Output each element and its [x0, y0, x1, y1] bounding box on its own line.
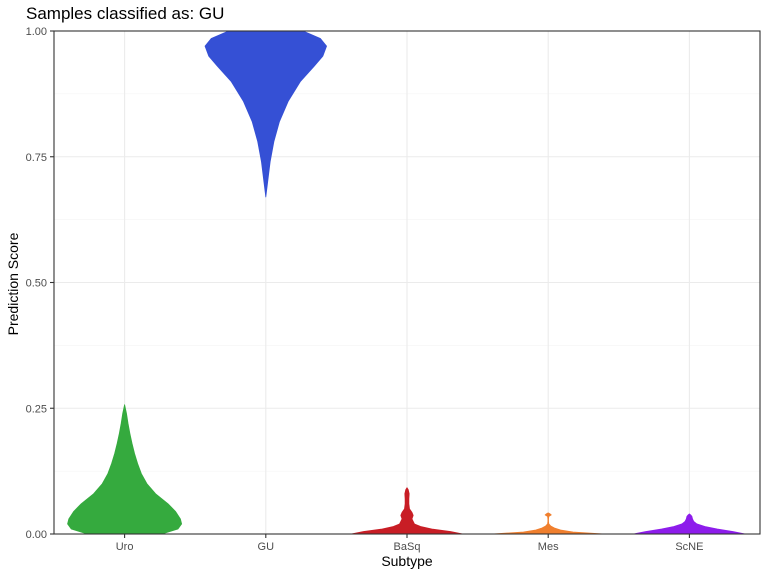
violin-basq: [350, 487, 464, 535]
y-tick-label: 0.25: [26, 403, 47, 415]
x-tick-label-scne: ScNE: [675, 541, 703, 553]
y-tick-label: 0.50: [26, 278, 47, 290]
y-axis-title: Prediction Score: [5, 232, 21, 335]
grid: [54, 30, 760, 535]
violin-gu: [204, 30, 327, 198]
x-axis-title: Subtype: [381, 553, 433, 569]
y-tick-label: 1.00: [26, 26, 47, 38]
y-tick-label: 0.00: [26, 529, 47, 541]
x-axis: Uro GU BaSq Mes ScNE: [116, 534, 703, 553]
x-tick-label-basq: BaSq: [394, 541, 421, 553]
x-tick-label-gu: GU: [258, 541, 275, 553]
chart-title: Samples classified as: GU: [26, 4, 224, 23]
y-axis: 0.00 0.25 0.50 0.75 1.00: [26, 26, 54, 541]
y-tick-label: 0.75: [26, 152, 47, 164]
violin-uro: [67, 404, 183, 535]
violin-mes: [492, 512, 605, 535]
x-tick-label-mes: Mes: [538, 541, 559, 553]
violin-scne: [633, 513, 746, 535]
x-tick-label-uro: Uro: [116, 541, 134, 553]
